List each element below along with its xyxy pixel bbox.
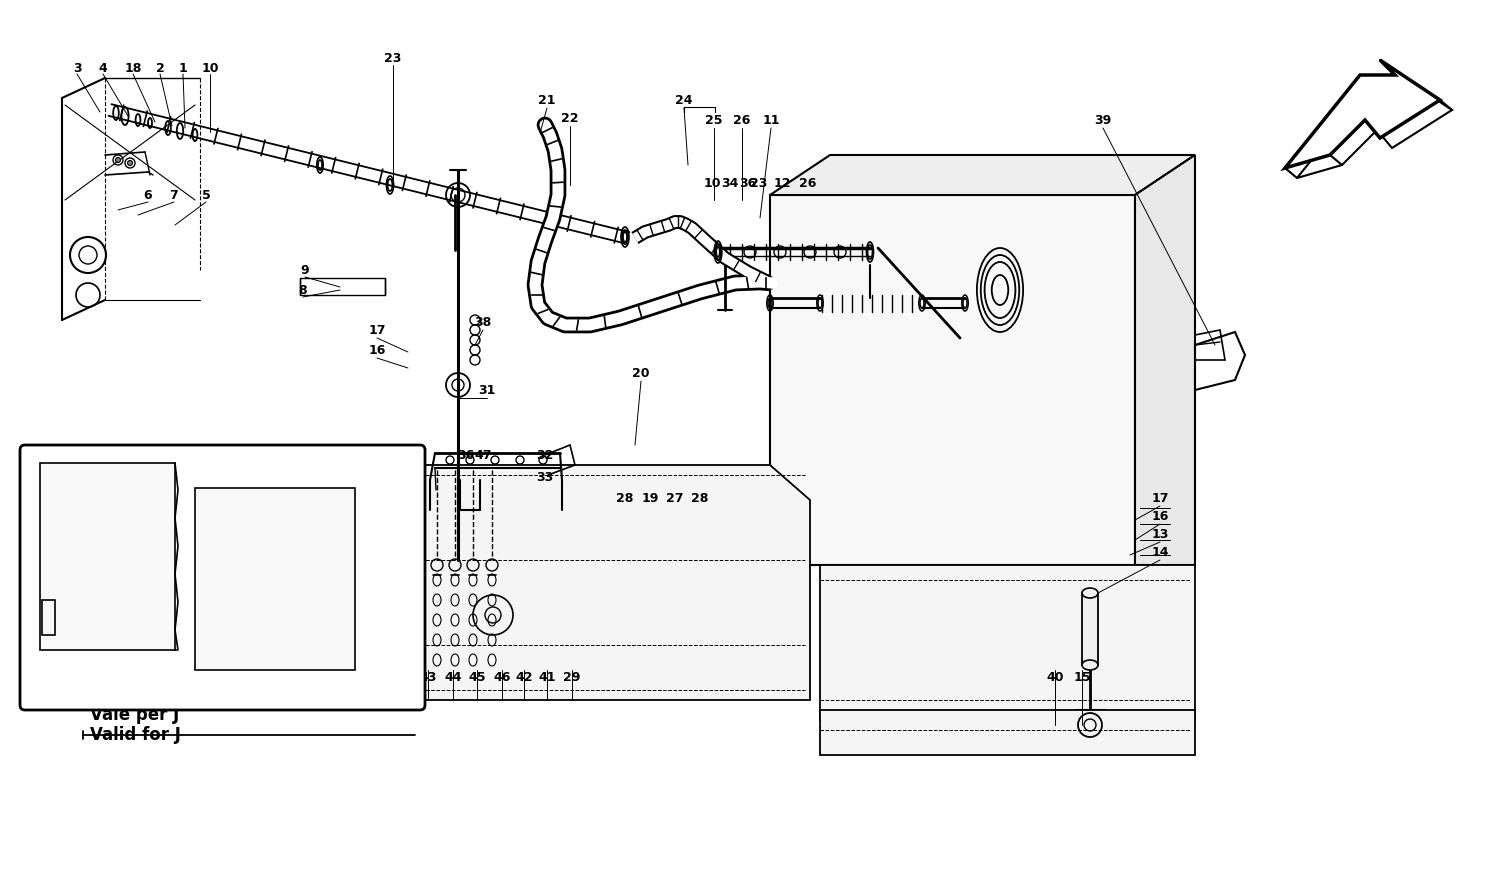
Text: 43: 43 — [420, 671, 436, 683]
Text: 55: 55 — [88, 462, 105, 475]
Text: 49: 49 — [228, 467, 246, 479]
Text: 11: 11 — [762, 113, 780, 127]
Text: 48: 48 — [350, 552, 366, 565]
Text: 41: 41 — [538, 671, 555, 683]
Polygon shape — [1082, 593, 1098, 665]
Text: 1: 1 — [178, 61, 188, 75]
Text: Vale per J: Vale per J — [90, 706, 180, 724]
Circle shape — [116, 158, 120, 162]
Text: 21: 21 — [538, 94, 555, 107]
Text: 26: 26 — [734, 113, 750, 127]
Text: 26: 26 — [800, 176, 816, 190]
Circle shape — [154, 632, 160, 638]
Text: 19: 19 — [642, 492, 658, 504]
Text: 24: 24 — [675, 94, 693, 107]
Text: 34: 34 — [722, 176, 738, 190]
Ellipse shape — [1082, 660, 1098, 670]
Text: 17: 17 — [369, 323, 386, 337]
Text: 38: 38 — [474, 315, 492, 329]
Text: 44: 44 — [444, 671, 462, 683]
Text: 28: 28 — [616, 492, 633, 504]
Text: 18: 18 — [124, 61, 141, 75]
Text: 20: 20 — [633, 366, 650, 380]
Text: 23: 23 — [384, 52, 402, 64]
Text: 46: 46 — [494, 671, 510, 683]
Circle shape — [128, 160, 132, 166]
Ellipse shape — [1082, 588, 1098, 598]
Text: 30: 30 — [393, 671, 410, 683]
Text: 25: 25 — [705, 113, 723, 127]
Text: 33: 33 — [537, 470, 554, 484]
Text: 40: 40 — [1047, 671, 1064, 683]
Text: 47: 47 — [474, 448, 492, 462]
Text: 37: 37 — [369, 671, 387, 683]
Text: 51: 51 — [148, 634, 166, 647]
Text: 35: 35 — [346, 671, 363, 683]
Text: 14: 14 — [1152, 545, 1168, 559]
Text: 16: 16 — [1152, 510, 1168, 522]
Text: 5: 5 — [201, 189, 210, 201]
Text: 31: 31 — [478, 383, 495, 396]
Circle shape — [380, 525, 386, 531]
Text: 44: 44 — [366, 524, 384, 536]
Text: 16: 16 — [369, 344, 386, 356]
Text: 32: 32 — [537, 448, 554, 462]
Text: 17: 17 — [1152, 492, 1168, 504]
Text: 7: 7 — [170, 189, 178, 201]
Text: 36: 36 — [458, 448, 474, 462]
Text: 29: 29 — [564, 671, 580, 683]
Text: 10: 10 — [704, 176, 720, 190]
Text: 8: 8 — [298, 283, 307, 297]
Text: 45: 45 — [468, 671, 486, 683]
Text: 53: 53 — [315, 532, 332, 544]
Circle shape — [50, 469, 55, 475]
Text: 27: 27 — [666, 492, 684, 504]
Text: 2: 2 — [156, 61, 165, 75]
Text: 9: 9 — [300, 264, 309, 276]
Text: 12: 12 — [774, 176, 790, 190]
Text: 36: 36 — [740, 176, 756, 190]
Polygon shape — [296, 465, 810, 700]
Text: 23: 23 — [750, 176, 768, 190]
Circle shape — [50, 632, 55, 638]
FancyBboxPatch shape — [20, 445, 424, 710]
Polygon shape — [821, 565, 1196, 720]
Polygon shape — [40, 463, 176, 650]
Text: 10: 10 — [201, 61, 219, 75]
Circle shape — [380, 497, 386, 503]
Text: 6: 6 — [144, 189, 153, 201]
Polygon shape — [770, 155, 1196, 195]
Polygon shape — [195, 488, 356, 670]
Text: 4: 4 — [99, 61, 108, 75]
Text: Valid for J: Valid for J — [90, 726, 182, 744]
Text: 15: 15 — [1074, 671, 1090, 683]
Polygon shape — [1136, 155, 1196, 565]
Circle shape — [154, 469, 160, 475]
Text: 45: 45 — [366, 508, 384, 520]
Polygon shape — [1286, 60, 1440, 168]
Text: 54: 54 — [62, 462, 80, 475]
Text: 50: 50 — [128, 462, 144, 475]
Text: 52: 52 — [254, 671, 270, 683]
Circle shape — [380, 512, 386, 518]
Text: 28: 28 — [692, 492, 708, 504]
Polygon shape — [770, 195, 1136, 565]
Text: 13: 13 — [1152, 527, 1168, 541]
Polygon shape — [821, 710, 1196, 755]
Text: 46: 46 — [366, 492, 384, 504]
Text: 3: 3 — [72, 61, 81, 75]
Text: 39: 39 — [1095, 113, 1112, 127]
Text: 42: 42 — [516, 671, 532, 683]
Text: 22: 22 — [561, 111, 579, 125]
